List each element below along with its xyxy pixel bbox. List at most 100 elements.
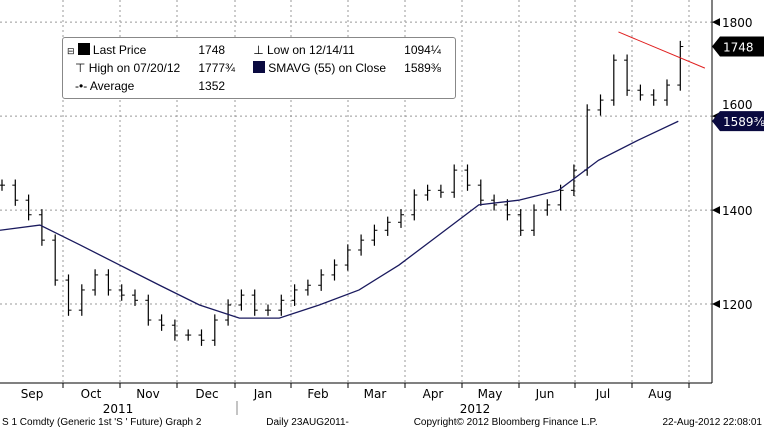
trend-line: [618, 31, 706, 69]
price-bar: [211, 314, 218, 346]
price-bar: [451, 164, 458, 198]
y-tick-label: 1800: [722, 16, 753, 30]
price-bar: [477, 179, 484, 206]
price-bar: [145, 294, 152, 326]
price-bar: [650, 89, 657, 106]
legend-value: 1589⅜: [404, 61, 441, 75]
legend-value: 1094¼: [404, 43, 441, 57]
sma-line: [0, 120, 679, 319]
x-tick-label: Sep: [21, 387, 44, 401]
price-bar: [637, 84, 644, 101]
price-bar: [265, 304, 271, 316]
price-bar: [597, 94, 604, 116]
price-bar: [371, 224, 378, 246]
price-bar: [610, 54, 617, 106]
legend-last-price[interactable]: ⊟ Last Price: [67, 41, 188, 59]
price-bar: [65, 274, 72, 316]
y-tick-mark: [712, 18, 720, 27]
price-bar: [225, 299, 232, 326]
price-bar: [664, 79, 670, 106]
price-bar: [158, 314, 165, 331]
y-tick-mark: [712, 206, 720, 215]
price-bar: [0, 179, 5, 191]
legend-label: High on 07/20/12: [88, 61, 181, 75]
footer-copyright: Copyright© 2012 Bloomberg Finance L.P.: [413, 417, 598, 428]
x-tick-label: Apr: [423, 387, 444, 401]
price-bar: [331, 259, 338, 281]
legend-average: -•- Average: [67, 77, 188, 95]
y-tick-label: 1200: [722, 298, 753, 312]
price-bar: [52, 234, 59, 286]
price-bar: [517, 209, 524, 236]
x-tick-label: Dec: [195, 387, 218, 401]
price-bar: [411, 189, 418, 221]
price-bar: [437, 184, 444, 198]
legend-label: Low on 12/14/11: [266, 43, 355, 57]
price-bar: [318, 269, 325, 291]
price-bar: [171, 319, 178, 341]
legend-value: 1352: [198, 79, 226, 93]
last-price-tag: 1748: [723, 41, 754, 55]
last-price-swatch-icon: [77, 43, 90, 55]
y-tick-label: 1400: [722, 204, 753, 218]
price-bar: [132, 289, 138, 306]
legend-label: Last Price: [92, 43, 147, 57]
year-label: 2012: [460, 402, 491, 416]
x-tick-label: Jul: [595, 387, 610, 401]
price-bar: [12, 179, 19, 206]
y-tick-label: 1600: [722, 98, 753, 112]
average-marker-icon: -•-: [75, 79, 90, 93]
price-bar: [251, 289, 258, 316]
price-bar: [504, 199, 511, 221]
x-tick-label: Jun: [535, 387, 555, 401]
x-tick-label: Jan: [253, 387, 273, 401]
price-bar: [105, 269, 112, 296]
x-tick-label: Feb: [307, 387, 328, 401]
footer: S 1 Comdty (Generic 1st 'S ' Future) Gra…: [2, 417, 762, 428]
price-bar: [570, 164, 577, 196]
x-tick-label: Mar: [364, 387, 387, 401]
low-marker-icon: ⊥: [253, 43, 267, 57]
price-bar: [198, 329, 205, 346]
legend-sma[interactable]: SMAVG (55) on Close: [253, 59, 394, 77]
sma-swatch-icon: [253, 61, 266, 73]
price-bar: [38, 209, 45, 246]
price-bar: [185, 329, 192, 341]
price-bar: [304, 279, 311, 296]
footer-ticker: S 1 Comdty (Generic 1st 'S ' Future) Gra…: [2, 417, 202, 428]
year-label: 2011: [103, 402, 134, 416]
price-bar: [424, 184, 431, 201]
footer-period: Daily 23AUG2011-: [266, 417, 349, 428]
last-price-tag-bg: [712, 36, 764, 57]
x-tick-label: May: [478, 387, 503, 401]
price-bar: [291, 284, 298, 306]
legend-high: ⊤ High on 07/20/12: [67, 59, 188, 77]
legend-value: 1777¾: [198, 61, 236, 75]
footer-timestamp: 22-Aug-2012 22:08:01: [662, 417, 762, 428]
price-bar: [25, 194, 32, 221]
legend-value: 1748: [198, 43, 226, 57]
x-tick-label: Oct: [81, 387, 102, 401]
price-bar: [358, 234, 365, 256]
sma-value-tag: 1589⅜: [723, 115, 764, 129]
x-tick-label: Nov: [136, 387, 159, 401]
legend-label: Average: [89, 79, 135, 93]
high-marker-icon: ⊤: [75, 61, 89, 75]
y-tick-mark: [712, 300, 720, 309]
price-bar: [584, 104, 591, 176]
price-bar: [92, 269, 99, 296]
price-bar: [677, 40, 684, 91]
legend: ⊟ Last Price 1748 ⊥ Low on 12/14/11 1094…: [62, 37, 456, 99]
sma-value-tag-bg: [712, 111, 764, 132]
price-bar: [78, 284, 85, 316]
price-bar: [464, 164, 471, 191]
price-bar: [398, 209, 404, 228]
price-bar: [238, 289, 245, 311]
price-bar: [278, 294, 285, 316]
price-bar: [384, 216, 391, 236]
price-bar: [624, 54, 631, 96]
price-bar: [344, 244, 351, 271]
collapse-icon[interactable]: ⊟: [67, 46, 75, 56]
